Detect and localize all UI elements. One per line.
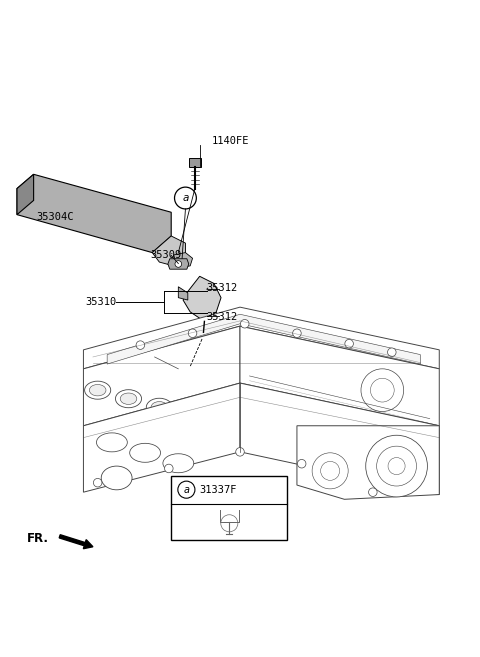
Circle shape (345, 340, 353, 348)
Text: 35310: 35310 (86, 297, 117, 307)
Polygon shape (84, 326, 240, 426)
Text: FR.: FR. (26, 532, 48, 545)
Ellipse shape (84, 381, 111, 399)
Text: 31337F: 31337F (200, 485, 237, 495)
Polygon shape (84, 383, 240, 492)
Text: 35304C: 35304C (36, 212, 73, 222)
Text: 35312: 35312 (207, 283, 238, 293)
Circle shape (94, 478, 102, 487)
Circle shape (188, 329, 197, 338)
Circle shape (221, 514, 238, 532)
Text: 35312: 35312 (207, 311, 238, 322)
Circle shape (178, 481, 195, 498)
Polygon shape (183, 277, 221, 321)
Circle shape (136, 341, 144, 350)
Ellipse shape (116, 390, 142, 408)
Ellipse shape (177, 407, 203, 425)
Circle shape (369, 488, 377, 497)
FancyBboxPatch shape (171, 476, 288, 539)
Polygon shape (17, 174, 34, 215)
Ellipse shape (151, 401, 168, 413)
Polygon shape (179, 286, 188, 300)
Circle shape (293, 329, 301, 338)
Polygon shape (168, 259, 189, 269)
Circle shape (201, 282, 213, 294)
Text: a: a (183, 485, 190, 495)
Text: 1140FE: 1140FE (212, 136, 249, 146)
Circle shape (366, 435, 427, 497)
Polygon shape (240, 326, 439, 426)
Ellipse shape (89, 384, 106, 396)
Circle shape (175, 261, 181, 267)
Ellipse shape (163, 454, 194, 473)
Text: a: a (182, 193, 189, 203)
Polygon shape (17, 174, 171, 252)
Polygon shape (107, 314, 420, 364)
Polygon shape (152, 236, 185, 266)
Ellipse shape (146, 398, 172, 417)
Circle shape (198, 328, 209, 338)
Ellipse shape (182, 410, 199, 422)
Ellipse shape (120, 393, 137, 405)
Polygon shape (297, 426, 439, 499)
Circle shape (298, 459, 306, 468)
Ellipse shape (130, 443, 160, 463)
Circle shape (371, 378, 394, 402)
Circle shape (387, 348, 396, 357)
Circle shape (165, 464, 173, 473)
Circle shape (312, 453, 348, 489)
Circle shape (175, 187, 196, 209)
Ellipse shape (96, 433, 127, 452)
Polygon shape (84, 307, 439, 369)
Text: 35309: 35309 (150, 250, 181, 260)
Circle shape (240, 319, 249, 328)
Circle shape (361, 369, 404, 411)
Bar (189, 158, 201, 167)
Circle shape (388, 457, 405, 474)
Circle shape (377, 446, 417, 486)
Polygon shape (174, 252, 192, 268)
FancyArrow shape (59, 535, 93, 549)
Circle shape (321, 461, 340, 480)
Ellipse shape (101, 466, 132, 490)
Polygon shape (240, 383, 439, 495)
Circle shape (236, 447, 244, 456)
